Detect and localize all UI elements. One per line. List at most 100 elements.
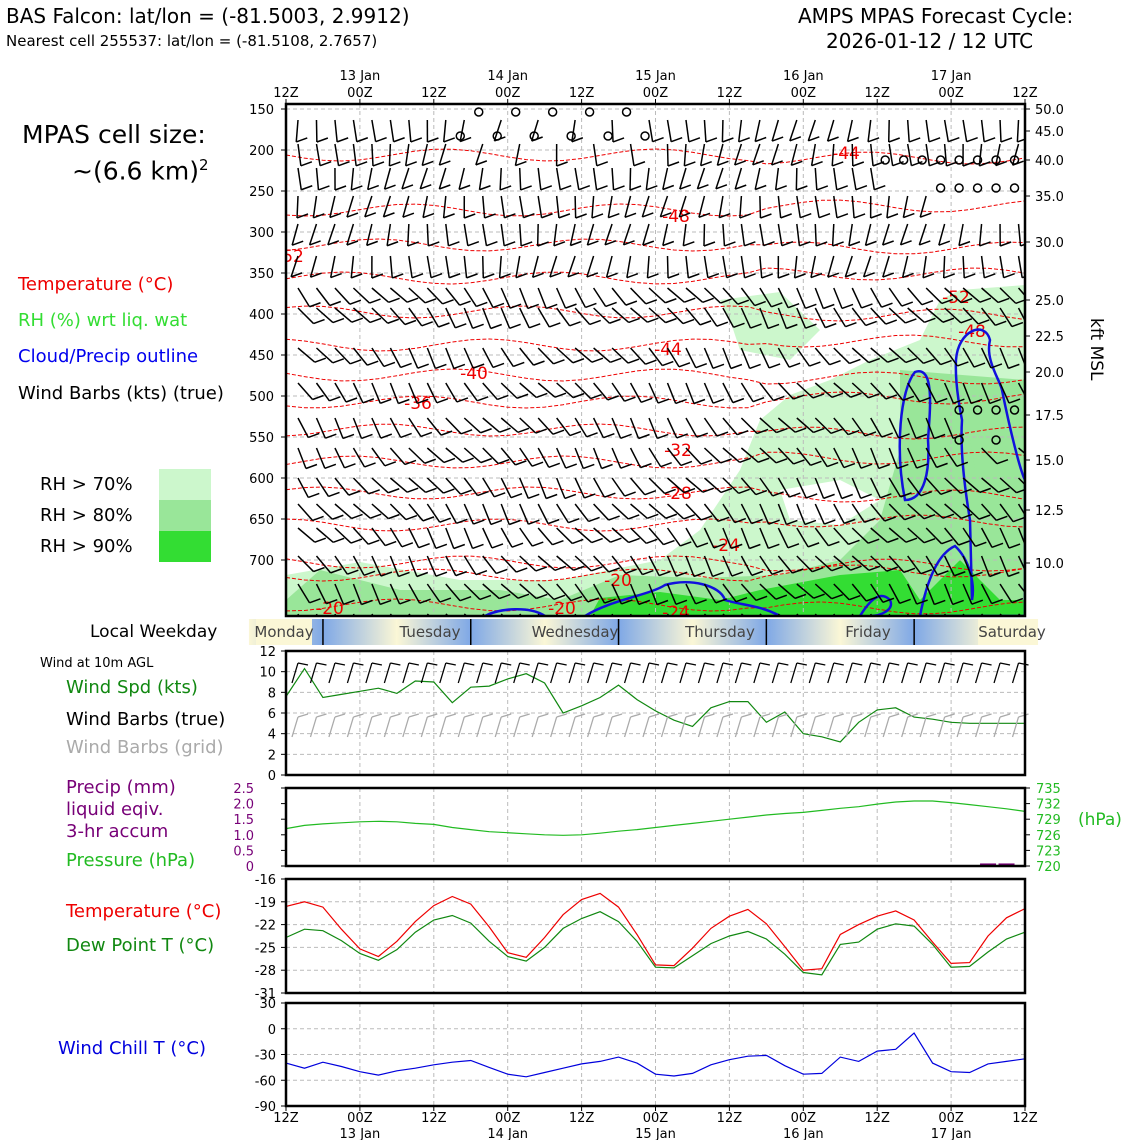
wind-barb-staff <box>943 583 954 605</box>
wind-barb-staff <box>759 583 777 600</box>
wind-barb-staff <box>519 527 533 547</box>
wind-barb-staff <box>648 527 665 546</box>
wind-barb <box>482 382 509 401</box>
wind-barb-staff <box>514 143 521 166</box>
wind-barb-staff <box>831 143 835 166</box>
wind-barb-staff <box>297 503 314 521</box>
wind-barb <box>962 347 986 368</box>
wind-barb <box>346 195 359 218</box>
wind-barb-grid <box>648 713 660 718</box>
wind-barb <box>371 119 387 143</box>
wind-barb <box>329 255 342 279</box>
wind-barb-flag <box>418 542 430 549</box>
wind-barb <box>833 447 856 469</box>
wind-barb-staff <box>740 503 753 524</box>
wind-barb-staff <box>814 527 829 547</box>
wind-barb <box>630 287 658 305</box>
wind-barb <box>754 119 767 143</box>
wind-barb-staff <box>814 347 831 366</box>
wind-barb-staff <box>592 417 605 439</box>
wind-barb <box>537 167 553 191</box>
wind-barb-flag <box>399 599 411 605</box>
wind-barb-flag <box>369 513 382 519</box>
wind-barb-flag <box>503 241 516 247</box>
wind-barb <box>906 583 928 605</box>
wind-barb-staff <box>814 223 817 247</box>
calm-wind-marker <box>935 183 946 193</box>
wind-barb-staff <box>389 119 395 142</box>
wind-barb-grid <box>482 713 493 718</box>
wind-barb <box>445 477 472 495</box>
wind-barb <box>740 477 768 496</box>
wind-barb <box>869 195 882 219</box>
wind-barb-staff <box>371 119 377 142</box>
kft-tick-label: 15.0 <box>1035 454 1064 469</box>
pressure-tick-label: 723 <box>1036 844 1061 859</box>
wind-barb <box>1017 583 1025 594</box>
wind-barb <box>593 347 622 364</box>
wind-barb-flag <box>751 518 763 525</box>
wind-barb <box>611 555 637 574</box>
wind-barb-flag <box>646 538 658 545</box>
wind-barb-flag <box>915 433 928 440</box>
wind-barb-staff <box>604 223 613 246</box>
wind-barb-flag <box>460 489 472 495</box>
wind-barb <box>978 223 991 247</box>
wind-barb-flag <box>841 303 854 310</box>
wind-barb <box>721 119 734 143</box>
wind-barb-staff <box>777 307 788 329</box>
wind-barb-flag <box>900 240 912 246</box>
wind-barb-grid <box>519 713 530 718</box>
wind-barb-staff <box>419 167 429 190</box>
wind-barb-flag <box>620 433 632 439</box>
wind-barb <box>438 167 451 190</box>
wind-barb <box>722 347 743 370</box>
wind-barb-staff <box>642 223 650 246</box>
wind-barb-staff <box>796 347 811 367</box>
wind-barb-flag <box>361 433 373 440</box>
wind-barb-flag <box>902 272 914 279</box>
wind-barb <box>722 287 750 305</box>
wind-barb <box>888 417 910 439</box>
wind-barb <box>759 503 780 525</box>
wind-speed-tick-label: 4 <box>268 728 276 743</box>
wind-barb <box>371 143 385 167</box>
wind-barb <box>814 382 844 398</box>
wind-barb-grid <box>956 716 964 738</box>
wind-barb-flag <box>831 161 844 167</box>
wind-barb-flag <box>387 318 400 324</box>
wind-barb-flag <box>601 463 613 470</box>
wind-barb-staff <box>667 477 685 494</box>
wind-barb <box>611 583 633 605</box>
wind-barb <box>389 503 418 521</box>
wind-barb-staff <box>981 287 999 304</box>
wind-barb-staff <box>334 119 338 142</box>
wind-barb-staff <box>611 555 627 574</box>
wind-barb-staff <box>737 119 743 142</box>
wind-barb-flag <box>791 160 803 167</box>
wind-barb-staff <box>1037 308 1046 328</box>
wind-barb-staff <box>958 223 964 246</box>
wind-barb <box>999 503 1025 523</box>
wind-barb <box>445 382 469 403</box>
wind-barb-flag <box>621 599 633 605</box>
wind-barb <box>981 503 1008 522</box>
wind-barb-flag <box>929 161 941 167</box>
wind-barb-grid <box>771 716 779 738</box>
wind-barb-grid <box>568 716 576 738</box>
wind-barb-staff <box>796 477 807 499</box>
wind-barb-flag <box>383 361 396 368</box>
wind-barb-flag <box>497 394 509 401</box>
wind-barb-staff <box>882 255 890 278</box>
wind-barb <box>870 447 891 470</box>
wind-barb-grid <box>353 713 364 718</box>
wind-barb-staff <box>938 223 946 246</box>
wind-barb-flag <box>314 537 327 543</box>
wind-barb-flag <box>629 185 642 191</box>
wind-barb-true <box>667 662 678 666</box>
wind-barb-flag <box>308 492 320 499</box>
wind-barb <box>666 583 688 606</box>
wind-barb <box>352 347 379 366</box>
wind-barb-staff <box>685 417 698 438</box>
wind-barb-staff <box>944 307 962 324</box>
